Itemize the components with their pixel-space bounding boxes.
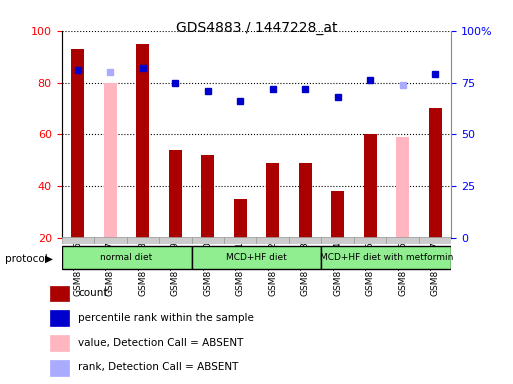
Text: rank, Detection Call = ABSENT: rank, Detection Call = ABSENT xyxy=(78,362,239,372)
Bar xyxy=(169,150,182,238)
Bar xyxy=(322,237,354,244)
Bar xyxy=(191,237,224,244)
Text: GDS4883 / 1447228_at: GDS4883 / 1447228_at xyxy=(176,21,337,35)
Bar xyxy=(322,246,451,270)
Bar xyxy=(289,237,322,244)
Bar xyxy=(191,246,322,270)
Bar xyxy=(354,237,386,244)
Bar xyxy=(224,237,256,244)
Bar xyxy=(50,285,69,301)
Bar xyxy=(419,237,451,244)
Bar xyxy=(396,137,409,238)
Bar xyxy=(50,310,69,326)
Text: normal diet: normal diet xyxy=(101,253,153,262)
Bar xyxy=(299,163,312,238)
Bar xyxy=(136,44,149,238)
Text: MCD+HF diet with metformin: MCD+HF diet with metformin xyxy=(320,253,453,262)
Text: ▶: ▶ xyxy=(45,254,53,264)
Text: MCD+HF diet: MCD+HF diet xyxy=(226,253,287,262)
Bar xyxy=(62,237,94,244)
Bar xyxy=(159,237,191,244)
Text: protocol: protocol xyxy=(5,254,48,264)
Text: percentile rank within the sample: percentile rank within the sample xyxy=(78,313,254,323)
Bar xyxy=(429,108,442,238)
Text: value, Detection Call = ABSENT: value, Detection Call = ABSENT xyxy=(78,338,243,348)
Bar xyxy=(127,237,159,244)
Bar xyxy=(364,134,377,238)
Bar xyxy=(71,49,84,238)
Text: count: count xyxy=(78,288,108,298)
Bar xyxy=(50,335,69,351)
Bar xyxy=(256,237,289,244)
Bar xyxy=(201,155,214,238)
Bar xyxy=(266,163,279,238)
Bar xyxy=(331,191,344,238)
Bar xyxy=(94,237,127,244)
Bar xyxy=(386,237,419,244)
Bar xyxy=(50,360,69,376)
Bar xyxy=(62,246,191,270)
Bar xyxy=(234,199,247,238)
Bar xyxy=(104,83,117,238)
